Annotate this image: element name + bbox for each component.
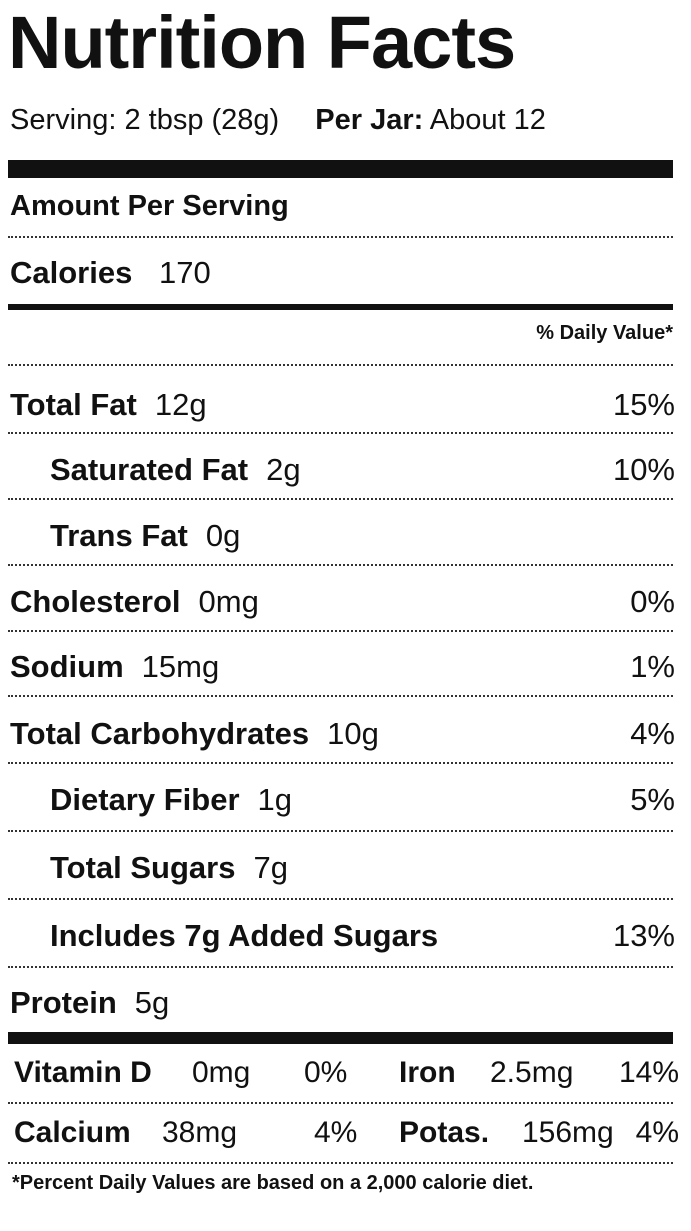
daily-value-header: % Daily Value* [536,322,673,344]
nutrient-name: Includes 7g Added Sugars [50,918,439,953]
nutrient-amount: 7g [253,850,288,885]
vitamin-row: Vitamin D 0mg 0% Iron 2.5mg 14% [14,1056,679,1096]
divider [8,830,673,832]
nutrient-amount: 1g [257,782,292,817]
calcium-dv: 4% [314,1116,358,1149]
divider [8,1162,673,1164]
divider [8,364,673,366]
nutrient-name: Total Fat [10,387,137,422]
iron-label: Iron [399,1056,456,1089]
nutrient-name: Cholesterol [10,584,181,619]
nutrient-name: Total Sugars [50,850,236,885]
divider [8,898,673,900]
iron-amount: 2.5mg [490,1056,574,1089]
nutrient-amount: 10g [327,716,379,751]
nutrient-amount: 5g [134,985,170,1020]
nutrient-row-total-fat: Total Fat 12g 15% [10,387,675,427]
nutrient-amount: 12g [154,387,207,422]
potassium-dv: 4% [635,1116,679,1149]
serving-label: Serving: [10,104,117,136]
thick-divider [8,1032,673,1044]
divider [8,498,673,500]
nutrient-amount: 0mg [198,584,259,619]
nutrient-row-total-sugars: Total Sugars 7g [50,850,675,890]
nutrient-row-saturated-fat: Saturated Fat 2g 10% [50,452,675,492]
calcium-amount: 38mg [162,1116,238,1149]
vitamin-d-label: Vitamin D [14,1056,152,1089]
nutrient-dv: 10% [612,452,675,487]
nutrient-row-cholesterol: Cholesterol 0mg 0% [10,584,675,624]
potassium-amount: 156mg [522,1116,614,1149]
nutrient-name: Dietary Fiber [50,782,240,817]
nutrient-row-trans-fat: Trans Fat 0g [50,518,675,558]
divider [8,564,673,566]
nutrient-dv: 13% [612,918,675,953]
nutrient-dv: 4% [630,716,675,751]
nutrient-amount: 0g [205,518,241,553]
nutrient-row-total-carbohydrates: Total Carbohydrates 10g 4% [10,716,675,756]
nutrient-row-added-sugars: Includes 7g Added Sugars 13% [50,918,675,958]
divider [8,1102,673,1104]
calcium-label: Calcium [14,1116,131,1149]
potassium-label: Potas. [399,1116,490,1149]
iron-dv: 14% [618,1056,679,1089]
nutrient-name: Saturated Fat [50,452,249,487]
serving-info: Serving: 2 tbsp (28g) Per Jar: About 12 [10,104,546,137]
nutrient-dv: 5% [630,782,675,817]
divider [8,432,673,434]
divider [8,762,673,764]
calories-label: Calories [10,255,133,290]
calories-value: 170 [158,255,211,290]
divider [8,630,673,632]
nutrient-dv: 15% [612,387,675,422]
vitamin-d-amount: 0mg [192,1056,251,1089]
page-title: Nutrition Facts [8,1,516,84]
nutrient-amount: 15mg [141,649,220,684]
nutrient-dv: 1% [630,649,675,684]
nutrient-name: Trans Fat [50,518,188,553]
vitamin-row: Calcium 38mg 4% Potas. 156mg 4% [14,1116,679,1156]
nutrient-row-dietary-fiber: Dietary Fiber 1g 5% [50,782,675,822]
thick-divider [8,160,673,178]
divider [8,695,673,697]
nutrient-row-protein: Protein 5g [10,985,675,1025]
per-jar-label: Per Jar: [315,104,424,136]
per-jar-value: About 12 [429,104,546,136]
vitamin-d-dv: 0% [304,1056,348,1089]
nutrient-amount: 2g [266,452,301,487]
footnote: *Percent Daily Values are based on a 2,0… [12,1172,534,1194]
amount-per-serving: Amount Per Serving [10,190,289,222]
nutrient-row-sodium: Sodium 15mg 1% [10,649,675,689]
medium-divider [8,304,673,310]
divider [8,236,673,238]
nutrient-dv: 0% [630,584,675,619]
nutrient-name: Sodium [10,649,124,684]
nutrient-name: Protein [10,985,117,1020]
nutrient-name: Total Carbohydrates [10,716,310,751]
serving-size: 2 tbsp (28g) [124,104,280,136]
divider [8,966,673,968]
calories-row: Calories 170 [10,255,211,291]
